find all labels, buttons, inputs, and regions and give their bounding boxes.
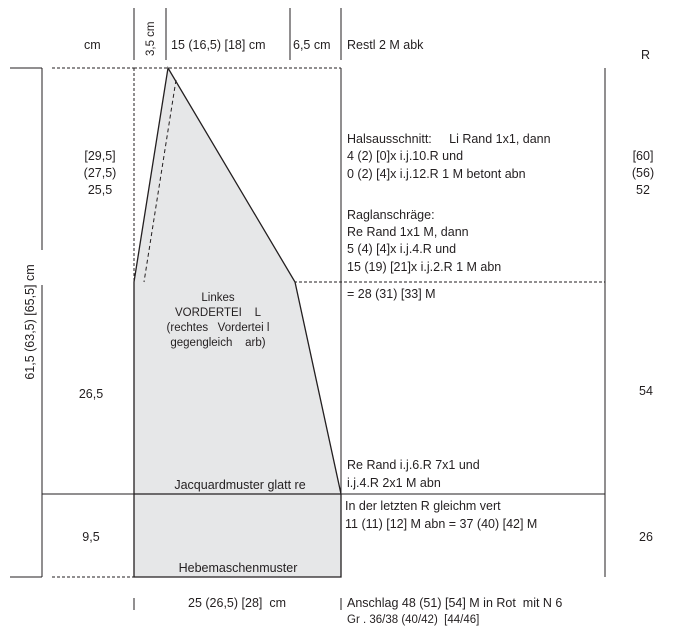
side-total-height: 61,5 (63,5) [65,5] cm (23, 264, 37, 379)
piece-title-4: gegengleich arb) (170, 337, 265, 349)
footer-width: 25 (26,5) [28] cm (188, 596, 286, 610)
last-row-instruction-1: In der letzten R gleichm vert (345, 499, 501, 513)
header-rest: Restl 2 M abk (347, 38, 424, 52)
header-right-width: 6,5 cm (293, 38, 331, 52)
height-mid: 26,5 (79, 387, 103, 401)
header-mid-width: 15 (16,5) [18] cm (171, 38, 266, 52)
neck-instruction-2: 4 (2) [0]x i.j.10.R und (347, 149, 463, 163)
side-instruction-2: i.j.4.R 2x1 M abn (347, 476, 441, 490)
piece-title-3: (rechtes Vordertei l (167, 322, 270, 334)
height-bot: 9,5 (82, 530, 99, 544)
raglan-instruction-1: Raglanschräge: (347, 208, 435, 222)
rows-top-l2: (56) (632, 166, 654, 180)
neck-guide-line (143, 79, 177, 283)
stitches-mid: = 28 (31) [33] M (347, 287, 436, 301)
height-top-l2: (27,5) (84, 166, 117, 180)
rows-bot: 26 (639, 530, 653, 544)
height-top-l3: 25,5 (88, 183, 112, 197)
footer-sizes: Gr . 36/38 (40/42) [44/46] (347, 614, 479, 626)
jacquard-label: Jacquardmuster glatt re (174, 478, 305, 492)
height-top-l1: [29,5] (84, 149, 115, 163)
rows-top-l1: [60] (633, 149, 654, 163)
rows-mid: 54 (639, 384, 653, 398)
footer-cast-on: Anschlag 48 (51) [54] M in Rot mit N 6 (347, 596, 562, 610)
hebe-label: Hebemaschenmuster (179, 561, 298, 575)
piece-title-1: Linkes (201, 292, 234, 304)
raglan-instruction-4: 15 (19) [21]x i.j.2.R 1 M abn (347, 260, 501, 274)
header-neck-width: 3,5 cm (145, 21, 157, 56)
piece-title-2: VORDERTEI L (175, 307, 262, 319)
last-row-instruction-2: 11 (11) [12] M abn = 37 (40) [42] M (345, 517, 537, 531)
neck-instruction-3: 0 (2) [4]x i.j.12.R 1 M betont abn (347, 167, 526, 181)
neck-instruction-1: Halsausschnitt: Li Rand 1x1, dann (347, 132, 551, 146)
rows-top-l3: 52 (636, 183, 650, 197)
raglan-instruction-3: 5 (4) [4]x i.j.4.R und (347, 242, 456, 256)
header-rows: R (641, 48, 650, 62)
raglan-instruction-2: Re Rand 1x1 M, dann (347, 225, 469, 239)
header-cm: cm (84, 38, 101, 52)
side-instruction-1: Re Rand i.j.6.R 7x1 und (347, 458, 480, 472)
